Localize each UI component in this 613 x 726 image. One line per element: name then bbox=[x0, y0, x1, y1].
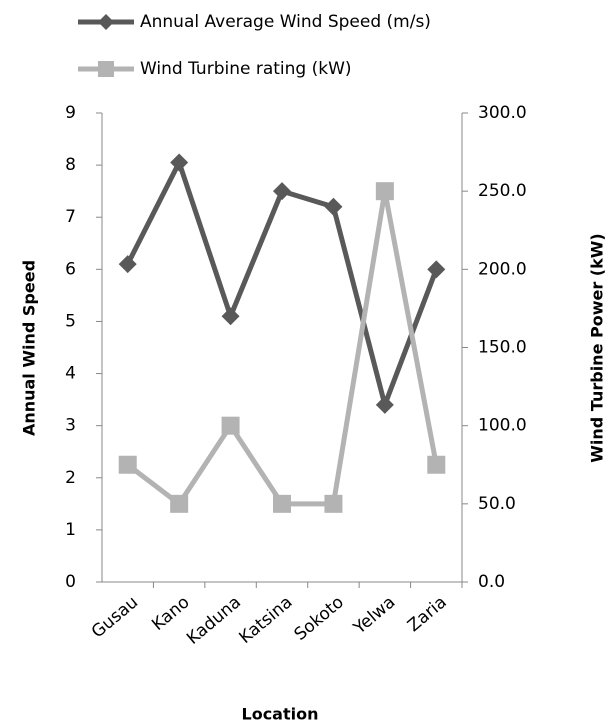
y2-tick-label: 150.0 bbox=[478, 338, 527, 358]
data-point bbox=[427, 455, 446, 474]
y2-tick-label: 0.0 bbox=[478, 572, 505, 592]
series-line bbox=[126, 190, 439, 508]
data-point bbox=[273, 494, 291, 513]
data-point bbox=[375, 395, 394, 414]
legend-label: Annual Average Wind Speed (m/s) bbox=[140, 12, 431, 32]
y-tick-label: 3 bbox=[65, 416, 76, 436]
x-tick-label: Kaduna bbox=[183, 592, 245, 648]
data-point bbox=[324, 494, 343, 513]
x-tick-label: Kano bbox=[148, 592, 193, 635]
y2-tick-label: 50.0 bbox=[478, 494, 516, 514]
y2-tick-label: 200.0 bbox=[478, 259, 527, 279]
legend-label: Wind Turbine rating (kW) bbox=[140, 59, 352, 79]
x-tick-label: Gusau bbox=[88, 592, 142, 642]
y-tick-label: 6 bbox=[65, 259, 76, 279]
x-tick-label: Yelwa bbox=[349, 592, 399, 639]
data-point bbox=[273, 182, 291, 201]
data-point bbox=[324, 197, 343, 216]
data-point bbox=[427, 260, 446, 279]
y-tick-label: 9 bbox=[65, 103, 76, 123]
y-tick-label: 1 bbox=[65, 520, 76, 540]
data-point bbox=[170, 153, 189, 172]
y-tick-label: 4 bbox=[65, 364, 76, 384]
x-tick-label: Katsina bbox=[236, 592, 297, 648]
y2-axis-title: Wind Turbine Power (kW) bbox=[588, 233, 607, 462]
y2-tick-label: 250.0 bbox=[478, 181, 527, 201]
x-tick-label: Zaria bbox=[404, 592, 451, 636]
data-point bbox=[221, 416, 240, 435]
data-point bbox=[170, 494, 189, 513]
y-tick-label: 8 bbox=[65, 155, 76, 175]
data-point bbox=[118, 255, 137, 274]
legend-marker bbox=[98, 61, 114, 77]
y-tick-label: 7 bbox=[65, 207, 76, 227]
y2-tick-label: 300.0 bbox=[478, 103, 527, 123]
data-point bbox=[118, 455, 137, 474]
data-point bbox=[375, 182, 394, 201]
legend-marker bbox=[98, 14, 114, 30]
x-tick-label: Sokoto bbox=[291, 592, 348, 645]
y-tick-label: 0 bbox=[65, 572, 76, 592]
x-axis-title: Location bbox=[242, 705, 319, 724]
data-point bbox=[221, 307, 240, 326]
y-tick-label: 2 bbox=[65, 468, 76, 488]
y-axis-title: Annual Wind Speed bbox=[20, 260, 39, 436]
y-tick-label: 5 bbox=[65, 311, 76, 331]
y2-tick-label: 100.0 bbox=[478, 416, 527, 436]
